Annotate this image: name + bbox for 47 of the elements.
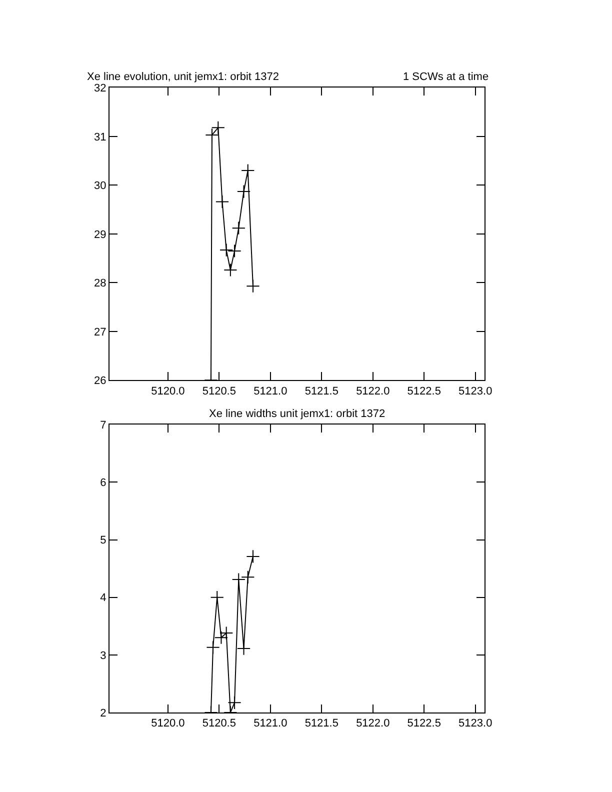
chart-title: Xe line evolution, unit jemx1: orbit 1372 <box>87 71 280 83</box>
point <box>220 243 234 257</box>
y-tick-label: 26 <box>94 375 106 388</box>
point <box>206 640 220 654</box>
point <box>215 194 230 209</box>
point <box>210 590 224 604</box>
y-tick-label: 29 <box>94 228 106 241</box>
point <box>211 120 225 134</box>
point <box>241 164 255 178</box>
x-tick-label: 5122.5 <box>407 385 441 398</box>
point <box>246 279 260 293</box>
x-tick-label: 5120.5 <box>202 718 236 730</box>
point <box>232 221 246 235</box>
y-tick-label: 5 <box>100 534 106 547</box>
chart-title: Xe line widths unit jemx1: orbit 1372 <box>209 408 386 420</box>
y-tick-label: 3 <box>100 650 106 662</box>
text: 1 SCWs at a time <box>403 71 489 83</box>
point <box>236 184 251 198</box>
y-tick-label: 32 <box>94 82 106 95</box>
x-tick-label: 5120.0 <box>151 718 185 730</box>
x-tick-label: 5120.5 <box>202 385 236 398</box>
y-tick-label: 31 <box>94 131 106 144</box>
point <box>246 550 260 564</box>
y-tick-label: 6 <box>100 477 106 490</box>
point <box>228 696 242 710</box>
point <box>220 626 234 640</box>
point <box>214 630 228 644</box>
x-tick-label: 5121.5 <box>304 385 338 398</box>
y-tick-label: 4 <box>100 592 106 604</box>
x-tick-label: 5121.5 <box>304 718 338 730</box>
y-tick-label: 27 <box>94 326 106 338</box>
y-tick-label: 30 <box>94 180 106 192</box>
x-tick-label: 5122.0 <box>356 385 390 398</box>
x-tick-label: 5123.0 <box>458 718 492 730</box>
x-tick-label: 5121.0 <box>254 385 288 398</box>
x-tick-label: 5123.0 <box>458 385 492 398</box>
x-tick-label: 5120.0 <box>151 385 185 398</box>
point <box>228 244 242 258</box>
point <box>241 570 255 584</box>
x-tick-label: 5122.5 <box>407 718 441 730</box>
point <box>224 263 238 277</box>
x-tick-label: 5122.0 <box>356 718 390 730</box>
x-tick-label: 5121.0 <box>254 718 288 730</box>
y-tick-label: 2 <box>100 707 106 720</box>
y-tick-label: 28 <box>94 278 106 290</box>
point <box>205 128 219 142</box>
y-tick-label: 7 <box>100 419 106 432</box>
